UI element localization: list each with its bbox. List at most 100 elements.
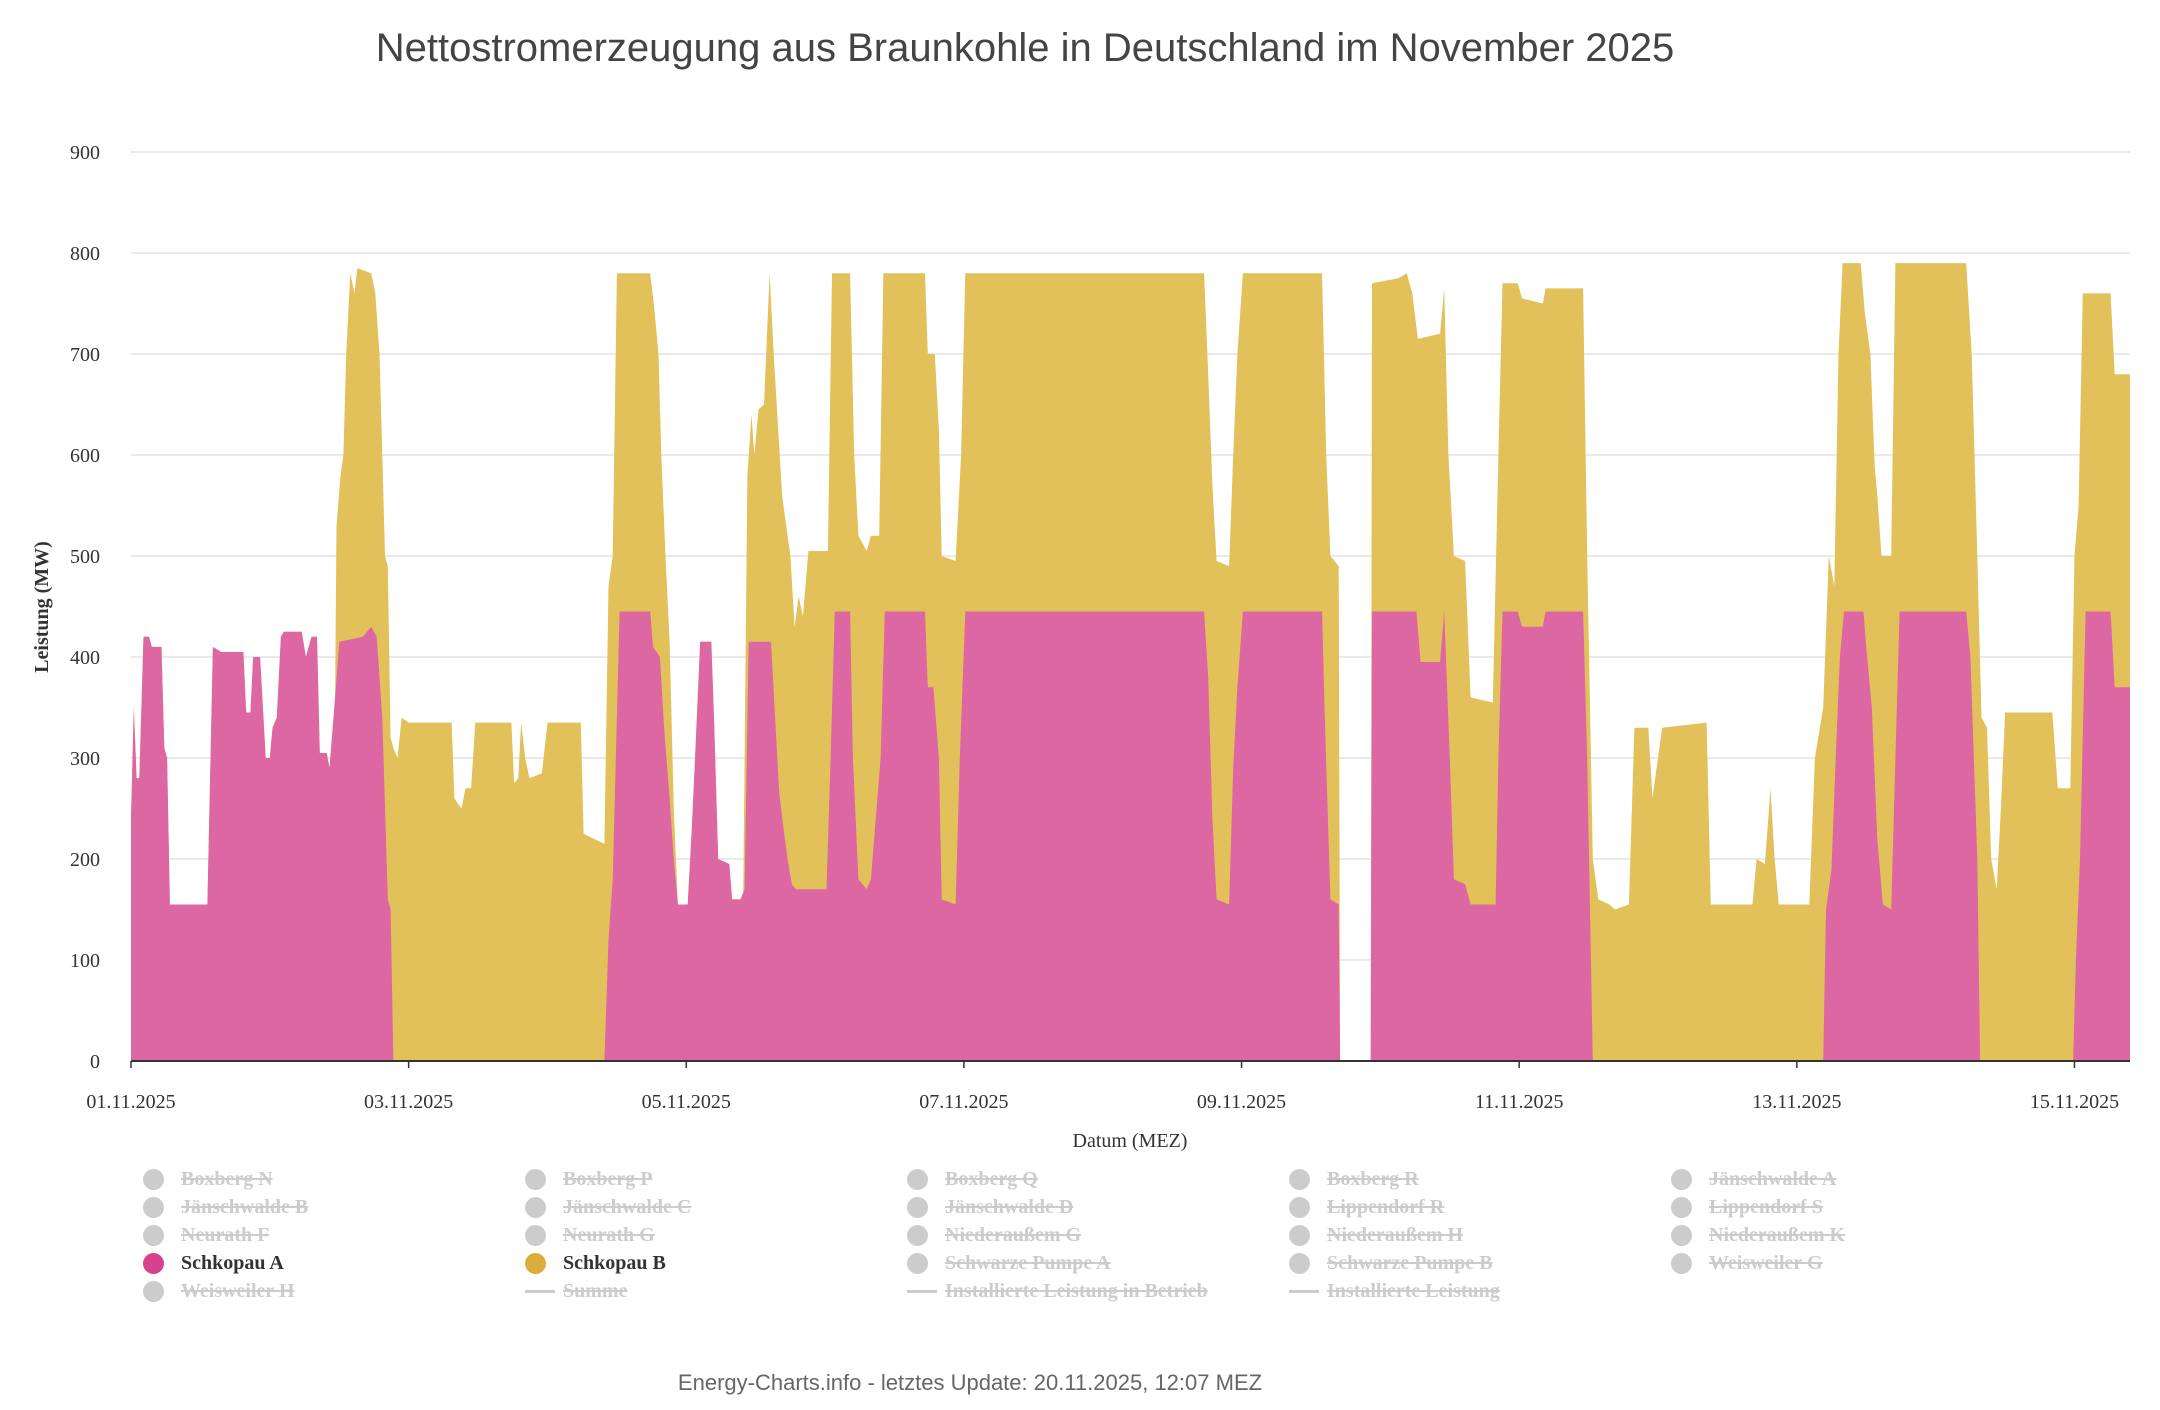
legend-label: Boxberg P xyxy=(563,1167,653,1190)
legend-line-icon xyxy=(1289,1289,1319,1293)
legend-item-schwarze-pumpe-b[interactable]: Schwarze Pumpe B xyxy=(1289,1252,1671,1274)
legend-item-boxberg-r[interactable]: Boxberg R xyxy=(1289,1168,1671,1190)
legend-item-weisweiler-g[interactable]: Weisweiler G xyxy=(1671,1252,2053,1274)
legend-item-niederaußem-k[interactable]: Niederaußem K xyxy=(1671,1224,2053,1246)
legend-dot-icon xyxy=(1671,1168,1692,1190)
legend-item-niederaußem-h[interactable]: Niederaußem H xyxy=(1289,1224,1671,1246)
legend-label: Summe xyxy=(563,1279,628,1302)
y-tick-label: 500 xyxy=(70,546,100,568)
legend-dot-icon xyxy=(1671,1252,1692,1274)
legend-dot-icon xyxy=(525,1196,546,1218)
x-tick-label: 11.11.2025 xyxy=(1475,1091,1564,1113)
legend-item-schwarze-pumpe-a[interactable]: Schwarze Pumpe A xyxy=(907,1252,1289,1274)
legend-label: Lippendorf R xyxy=(1327,1195,1445,1218)
x-axis-title: Datum (MEZ) xyxy=(1073,1130,1188,1152)
legend-item-neurath-g[interactable]: Neurath G xyxy=(525,1224,907,1246)
legend-dot-icon xyxy=(143,1280,164,1302)
legend-label: Installierte Leistung in Betrieb xyxy=(945,1279,1208,1302)
y-tick-label: 400 xyxy=(70,647,100,669)
legend-dot-icon xyxy=(1671,1224,1692,1246)
legend-label: Niederaußem H xyxy=(1327,1223,1464,1246)
legend-label: Niederaußem K xyxy=(1709,1223,1846,1246)
legend-label: Niederaußem G xyxy=(945,1223,1082,1246)
legend-label: Weisweiler G xyxy=(1709,1251,1823,1274)
legend-item-schkopau-b[interactable]: Schkopau B xyxy=(525,1252,907,1274)
legend-label: Boxberg Q xyxy=(945,1167,1038,1190)
legend-dot-icon xyxy=(143,1224,164,1246)
x-tick-label: 05.11.2025 xyxy=(642,1091,731,1113)
legend: Boxberg N Boxberg P Boxberg Q Boxberg R Jäns… xyxy=(143,1168,2093,1302)
legend-item-boxberg-p[interactable]: Boxberg P xyxy=(525,1168,907,1190)
legend-dot-icon xyxy=(1289,1224,1310,1246)
legend-dot-icon xyxy=(143,1196,164,1218)
x-tick-label: 07.11.2025 xyxy=(919,1091,1008,1113)
legend-item-installierte-leistung[interactable]: Installierte Leistung xyxy=(1289,1280,1671,1302)
x-tick-label: 09.11.2025 xyxy=(1197,1091,1286,1113)
legend-label: Boxberg R xyxy=(1327,1167,1419,1190)
y-tick-label: 800 xyxy=(70,243,100,265)
legend-label: Weisweiler H xyxy=(181,1279,295,1302)
legend-item-jänschwalde-d[interactable]: Jänschwalde D xyxy=(907,1196,1289,1218)
legend-item-boxberg-q[interactable]: Boxberg Q xyxy=(907,1168,1289,1190)
legend-label: Lippendorf S xyxy=(1709,1195,1823,1218)
x-tick-label: 03.11.2025 xyxy=(364,1091,453,1113)
legend-item-schkopau-a[interactable]: Schkopau A xyxy=(143,1252,525,1274)
legend-dot-icon xyxy=(525,1168,546,1190)
legend-dot-icon xyxy=(525,1224,546,1246)
legend-item-summe[interactable]: Summe xyxy=(525,1280,907,1302)
y-tick-label: 700 xyxy=(70,344,100,366)
legend-item-jänschwalde-b[interactable]: Jänschwalde B xyxy=(143,1196,525,1218)
legend-label: Schkopau A xyxy=(181,1251,284,1274)
legend-item-neurath-f[interactable]: Neurath F xyxy=(143,1224,525,1246)
legend-item-lippendorf-s[interactable]: Lippendorf S xyxy=(1671,1196,2053,1218)
legend-label: Jänschwalde B xyxy=(181,1195,309,1218)
legend-label: Jänschwalde A xyxy=(1709,1167,1837,1190)
legend-dot-icon xyxy=(143,1252,164,1274)
y-tick-label: 300 xyxy=(70,748,100,770)
legend-dot-icon xyxy=(907,1252,928,1274)
legend-dot-icon xyxy=(907,1196,928,1218)
legend-item-niederaußem-g[interactable]: Niederaußem G xyxy=(907,1224,1289,1246)
legend-label: Jänschwalde C xyxy=(563,1195,692,1218)
legend-label: Schwarze Pumpe A xyxy=(945,1251,1111,1274)
y-axis-title: Leistung (MW) xyxy=(31,541,53,673)
legend-label: Boxberg N xyxy=(181,1167,273,1190)
footer-source: Energy-Charts.info - letztes Update: 20.… xyxy=(677,1370,1263,1395)
legend-item-jänschwalde-c[interactable]: Jänschwalde C xyxy=(525,1196,907,1218)
legend-line-icon xyxy=(525,1289,555,1293)
y-tick-labels: 0 100 200 300 400 500 600 700 800 900 xyxy=(70,142,100,1073)
legend-dot-icon xyxy=(1289,1168,1310,1190)
legend-dot-icon xyxy=(907,1224,928,1246)
y-tick-label: 200 xyxy=(70,849,100,871)
x-tick-label: 01.11.2025 xyxy=(86,1091,175,1113)
legend-item-lippendorf-r[interactable]: Lippendorf R xyxy=(1289,1196,1671,1218)
legend-item-jänschwalde-a[interactable]: Jänschwalde A xyxy=(1671,1168,2053,1190)
y-tick-label: 900 xyxy=(70,142,100,164)
legend-dot-icon xyxy=(1289,1196,1310,1218)
area-schkopau-a xyxy=(131,611,2130,1061)
legend-item-boxberg-n[interactable]: Boxberg N xyxy=(143,1168,525,1190)
x-tick-label: 15.11.2025 xyxy=(2030,1091,2119,1113)
legend-item-installierte-leistung-in-betrieb[interactable]: Installierte Leistung in Betrieb xyxy=(907,1280,1289,1302)
legend-label: Neurath G xyxy=(563,1223,655,1246)
legend-label: Neurath F xyxy=(181,1223,270,1246)
legend-dot-icon xyxy=(907,1168,928,1190)
legend-dot-icon xyxy=(525,1252,546,1274)
legend-line-icon xyxy=(907,1289,937,1293)
legend-label: Schwarze Pumpe B xyxy=(1327,1251,1493,1274)
chart-title: Nettostromerzeugung aus Braunkohle in De… xyxy=(375,26,1675,70)
legend-dot-icon xyxy=(1289,1252,1310,1274)
y-tick-label: 0 xyxy=(90,1051,100,1073)
legend-dot-icon xyxy=(1671,1196,1692,1218)
legend-item-weisweiler-h[interactable]: Weisweiler H xyxy=(143,1280,525,1302)
x-tick-label: 13.11.2025 xyxy=(1752,1091,1841,1113)
legend-label: Jänschwalde D xyxy=(945,1195,1074,1218)
stacked-areas xyxy=(131,263,2130,1062)
legend-label: Installierte Leistung xyxy=(1327,1279,1500,1302)
legend-dot-icon xyxy=(143,1168,164,1190)
x-tick-labels: 01.11.2025 03.11.2025 05.11.2025 07.11.2025… xyxy=(86,1061,2119,1113)
y-tick-label: 100 xyxy=(70,950,100,972)
legend-label: Schkopau B xyxy=(563,1251,666,1274)
y-tick-label: 600 xyxy=(70,445,100,467)
